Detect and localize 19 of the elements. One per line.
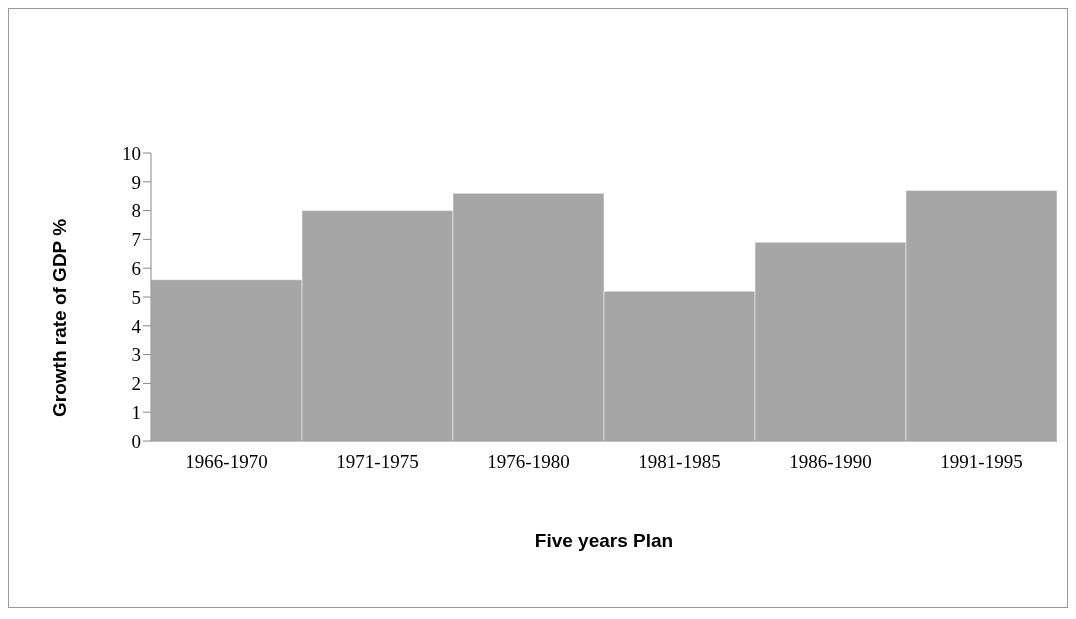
x-tick-label: 1976-1980 xyxy=(487,451,570,473)
x-axis-title: Five years Plan xyxy=(534,530,674,551)
y-tick-label: 6 xyxy=(131,257,141,279)
y-tick-label: 7 xyxy=(131,229,141,251)
y-tick-label: 4 xyxy=(131,315,142,337)
y-tick-label: 1 xyxy=(131,401,141,423)
x-tick-label: 1986-1990 xyxy=(789,451,872,473)
x-tick-label: 1971-1975 xyxy=(336,451,419,473)
x-tick-label: 1966-1970 xyxy=(185,451,268,473)
y-tick-label: 0 xyxy=(131,430,141,452)
y-tick-label: 10 xyxy=(122,142,141,164)
y-tick-label: 5 xyxy=(131,286,141,308)
y-tick-label: 3 xyxy=(131,344,141,366)
y-tick-label: 9 xyxy=(131,171,141,193)
y-tick-label: 2 xyxy=(131,373,141,395)
y-tick-label: 8 xyxy=(131,200,141,222)
x-tick-label: 1981-1985 xyxy=(638,451,721,473)
x-tick-label: 1991-1995 xyxy=(940,451,1023,473)
y-axis-title: Growth rate of GDP % xyxy=(48,218,70,417)
